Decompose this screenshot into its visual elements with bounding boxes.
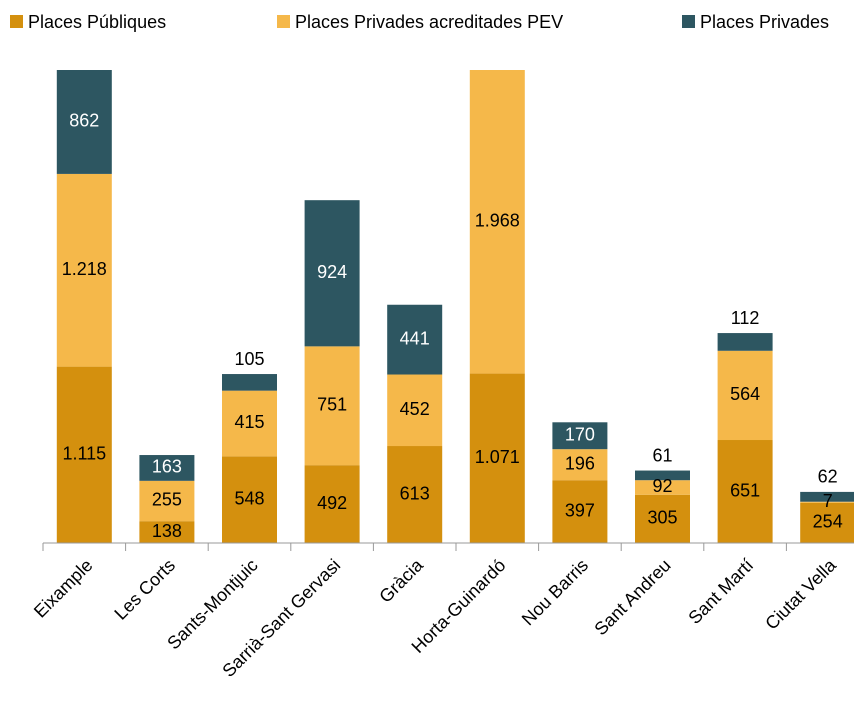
- bar-segment: [222, 374, 277, 391]
- bar-segment: [552, 480, 608, 543]
- bar-segment: [222, 456, 277, 543]
- data-label: 415: [234, 412, 264, 432]
- bar-segment: [635, 470, 690, 481]
- x-tick-label: Les Corts: [110, 555, 179, 624]
- data-label: 92: [652, 476, 672, 496]
- legend-swatch: [10, 15, 23, 28]
- bar-segment: [717, 350, 773, 441]
- x-tick-label: Gràcia: [375, 554, 427, 606]
- x-tick-label: Nou Barris: [518, 555, 592, 629]
- bar-segment: [56, 366, 112, 543]
- bar-segment: [469, 70, 525, 374]
- bars: [56, 70, 854, 543]
- data-label: 62: [818, 467, 838, 487]
- legend-label: Places Privades: [700, 12, 829, 32]
- data-label: 492: [317, 493, 347, 513]
- data-label: 1.071: [475, 447, 520, 467]
- bar-segment: [717, 440, 773, 543]
- bar-segment: [469, 373, 525, 543]
- bar-segment: [139, 480, 195, 522]
- x-tick-label: Ciutat Vella: [761, 554, 840, 633]
- data-label: 862: [69, 111, 99, 131]
- bar-segment: [800, 491, 854, 502]
- data-label: 564: [730, 384, 760, 404]
- data-label: 613: [400, 483, 430, 503]
- bar-segment: [304, 200, 360, 347]
- x-tick-label: Sant Andreu: [590, 555, 674, 639]
- data-label: 452: [400, 399, 430, 419]
- x-tick-label: Sant Martí: [684, 555, 757, 628]
- data-label: 163: [152, 457, 182, 477]
- data-label: 441: [400, 328, 430, 348]
- x-tick-label: Eixample: [30, 555, 96, 621]
- data-label: 305: [647, 508, 677, 528]
- data-label: 751: [317, 395, 347, 415]
- bar-segment: [56, 173, 112, 367]
- bar-segment: [635, 494, 690, 543]
- data-label: 1.968: [475, 211, 520, 231]
- legend-swatch: [682, 15, 695, 28]
- bar-segment: [717, 333, 773, 351]
- bar-segment: [552, 422, 608, 450]
- data-label: 61: [652, 445, 672, 465]
- bar-segment: [635, 480, 690, 495]
- data-label: 196: [565, 453, 595, 473]
- data-label: 924: [317, 262, 347, 282]
- legend-label: Places Privades acreditades PEV: [295, 12, 563, 32]
- bar-segment: [222, 390, 277, 457]
- data-label: 170: [565, 424, 595, 444]
- bar-segment: [56, 70, 112, 174]
- data-label: 105: [234, 349, 264, 369]
- data-label: 397: [565, 500, 595, 520]
- data-label: 1.115: [62, 444, 106, 464]
- data-label: 255: [152, 490, 182, 510]
- bar-segment: [139, 521, 195, 543]
- bar-segment: [387, 304, 443, 375]
- bar-segment: [304, 465, 360, 543]
- bar-segment: [800, 502, 854, 543]
- bar-segment: [139, 455, 195, 481]
- bar-segment: [387, 446, 443, 543]
- data-labels: 1.1151.218862138255163548415105492751924…: [62, 111, 843, 541]
- data-label: 548: [234, 488, 264, 508]
- bar-segment: [800, 501, 854, 503]
- data-label: 7: [823, 491, 833, 511]
- bar-segment: [387, 374, 443, 447]
- data-label: 651: [730, 480, 760, 500]
- data-label: 1.218: [62, 259, 107, 279]
- data-label: 112: [731, 308, 760, 328]
- legend-swatch: [277, 15, 290, 28]
- data-label: 254: [813, 512, 843, 532]
- bar-segment: [552, 449, 608, 481]
- data-label: 138: [152, 521, 182, 541]
- legend-label: Places Públiques: [28, 12, 166, 32]
- bar-segment: [304, 346, 360, 466]
